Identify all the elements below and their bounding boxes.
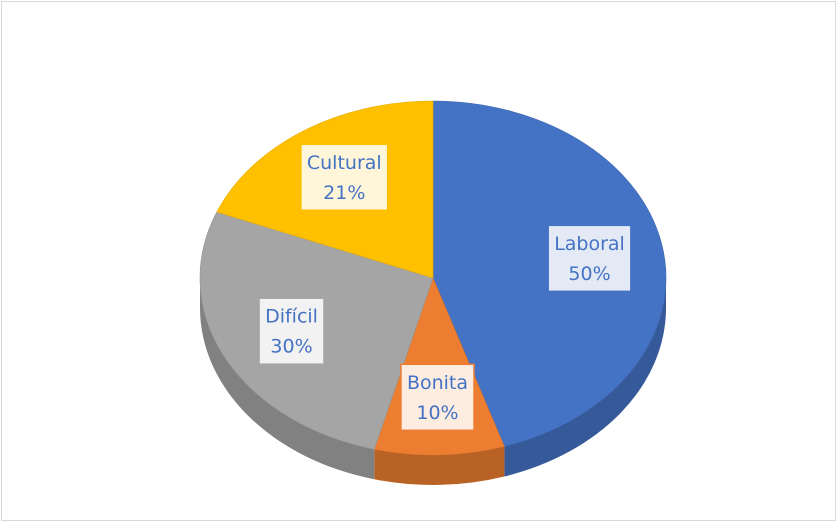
- category-label: Laboral: [554, 233, 625, 255]
- slice-side: [374, 446, 505, 485]
- category-label: Cultural: [307, 152, 382, 174]
- data-label: 50%: [568, 263, 610, 285]
- data-label-box: [300, 143, 389, 212]
- data-label: 30%: [270, 336, 312, 358]
- category-label: Difícil: [265, 306, 318, 328]
- data-label-box: [547, 224, 632, 293]
- data-label-box: [400, 363, 475, 432]
- data-label: 21%: [323, 182, 365, 204]
- category-label: Bonita: [407, 372, 468, 394]
- slice-side: [504, 278, 666, 477]
- slice-side: [200, 278, 375, 480]
- data-label: 10%: [416, 402, 458, 424]
- data-label-box: [258, 297, 325, 365]
